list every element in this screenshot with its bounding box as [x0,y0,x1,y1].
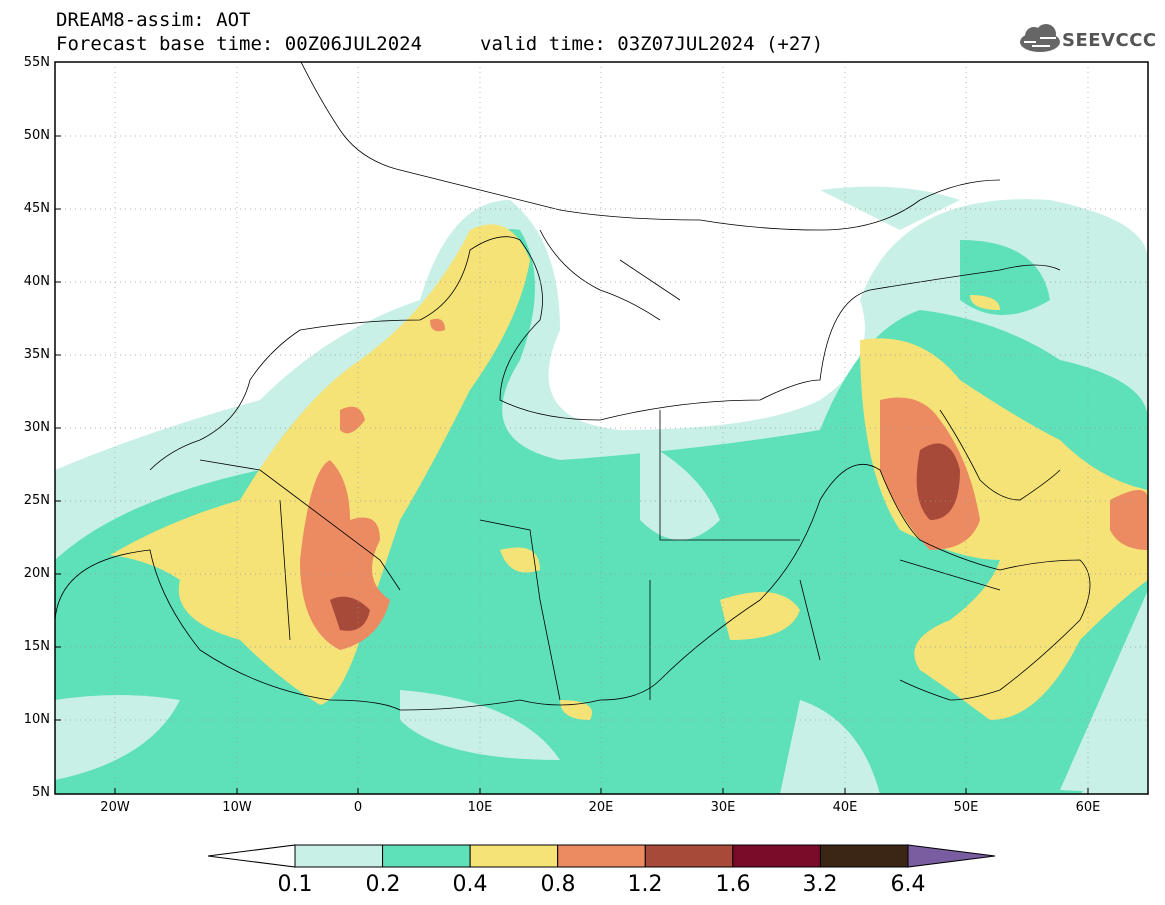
axis-ticks [55,61,1089,795]
colorbar-high-arrow [907,844,996,868]
lat-label: 15N [23,639,50,654]
lat-label: 25N [23,493,50,508]
colorbar-label: 6.4 [890,872,926,897]
forecast-times: Forecast base time: 00Z06JUL2024 valid ti… [56,33,823,55]
coastlines [55,62,1091,711]
map-title: DREAM8-assim: AOT [56,9,251,31]
colorbar-low-arrow [207,844,296,868]
colorbar-cell [469,844,559,868]
lon-label: 0 [353,800,363,815]
colorbar-label: 0.2 [365,872,401,897]
lon-label: 10W [222,800,252,815]
colorbar-label: 0.8 [540,872,576,897]
lat-label: 5N [32,785,50,800]
lat-label: 20N [23,566,50,581]
colorbar-cell [732,844,821,868]
lat-label: 40N [23,274,50,289]
lon-label: 10E [467,800,493,815]
lat-label: 50N [23,128,50,143]
lon-label: 40E [832,800,858,815]
lon-label: 30E [710,800,736,815]
grid-lines [55,62,1148,794]
valid-time: valid time: 03Z07JUL2024 (+27) [480,33,824,55]
colorbar-cell [294,844,384,868]
logo-text: SEEVCCC [1062,30,1157,51]
base-time: Forecast base time: 00Z06JUL2024 [56,33,423,55]
colorbar-label: 3.2 [802,872,838,897]
colorbar-label: 0.1 [277,872,313,897]
lon-label: 60E [1075,800,1101,815]
seevccc-logo [1020,24,1060,52]
lon-label: 20E [588,800,614,815]
colorbar-cell [819,844,909,868]
colorbar-cell [382,844,471,868]
lat-label: 35N [23,347,50,362]
lat-label: 10N [23,712,50,727]
aot-field-0.1-pockets [55,440,1148,794]
lon-label: 20W [100,800,130,815]
colorbar-cell [557,844,646,868]
colorbar-cell [644,844,734,868]
aot-field-1.2 [330,443,960,631]
colorbar-label: 0.4 [452,872,488,897]
colorbar-label: 1.2 [627,872,663,897]
colorbar-label: 1.6 [715,872,751,897]
lat-label: 45N [23,201,50,216]
lat-label: 55N [23,55,50,70]
lon-label: 50E [953,800,979,815]
lat-label: 30N [23,420,50,435]
